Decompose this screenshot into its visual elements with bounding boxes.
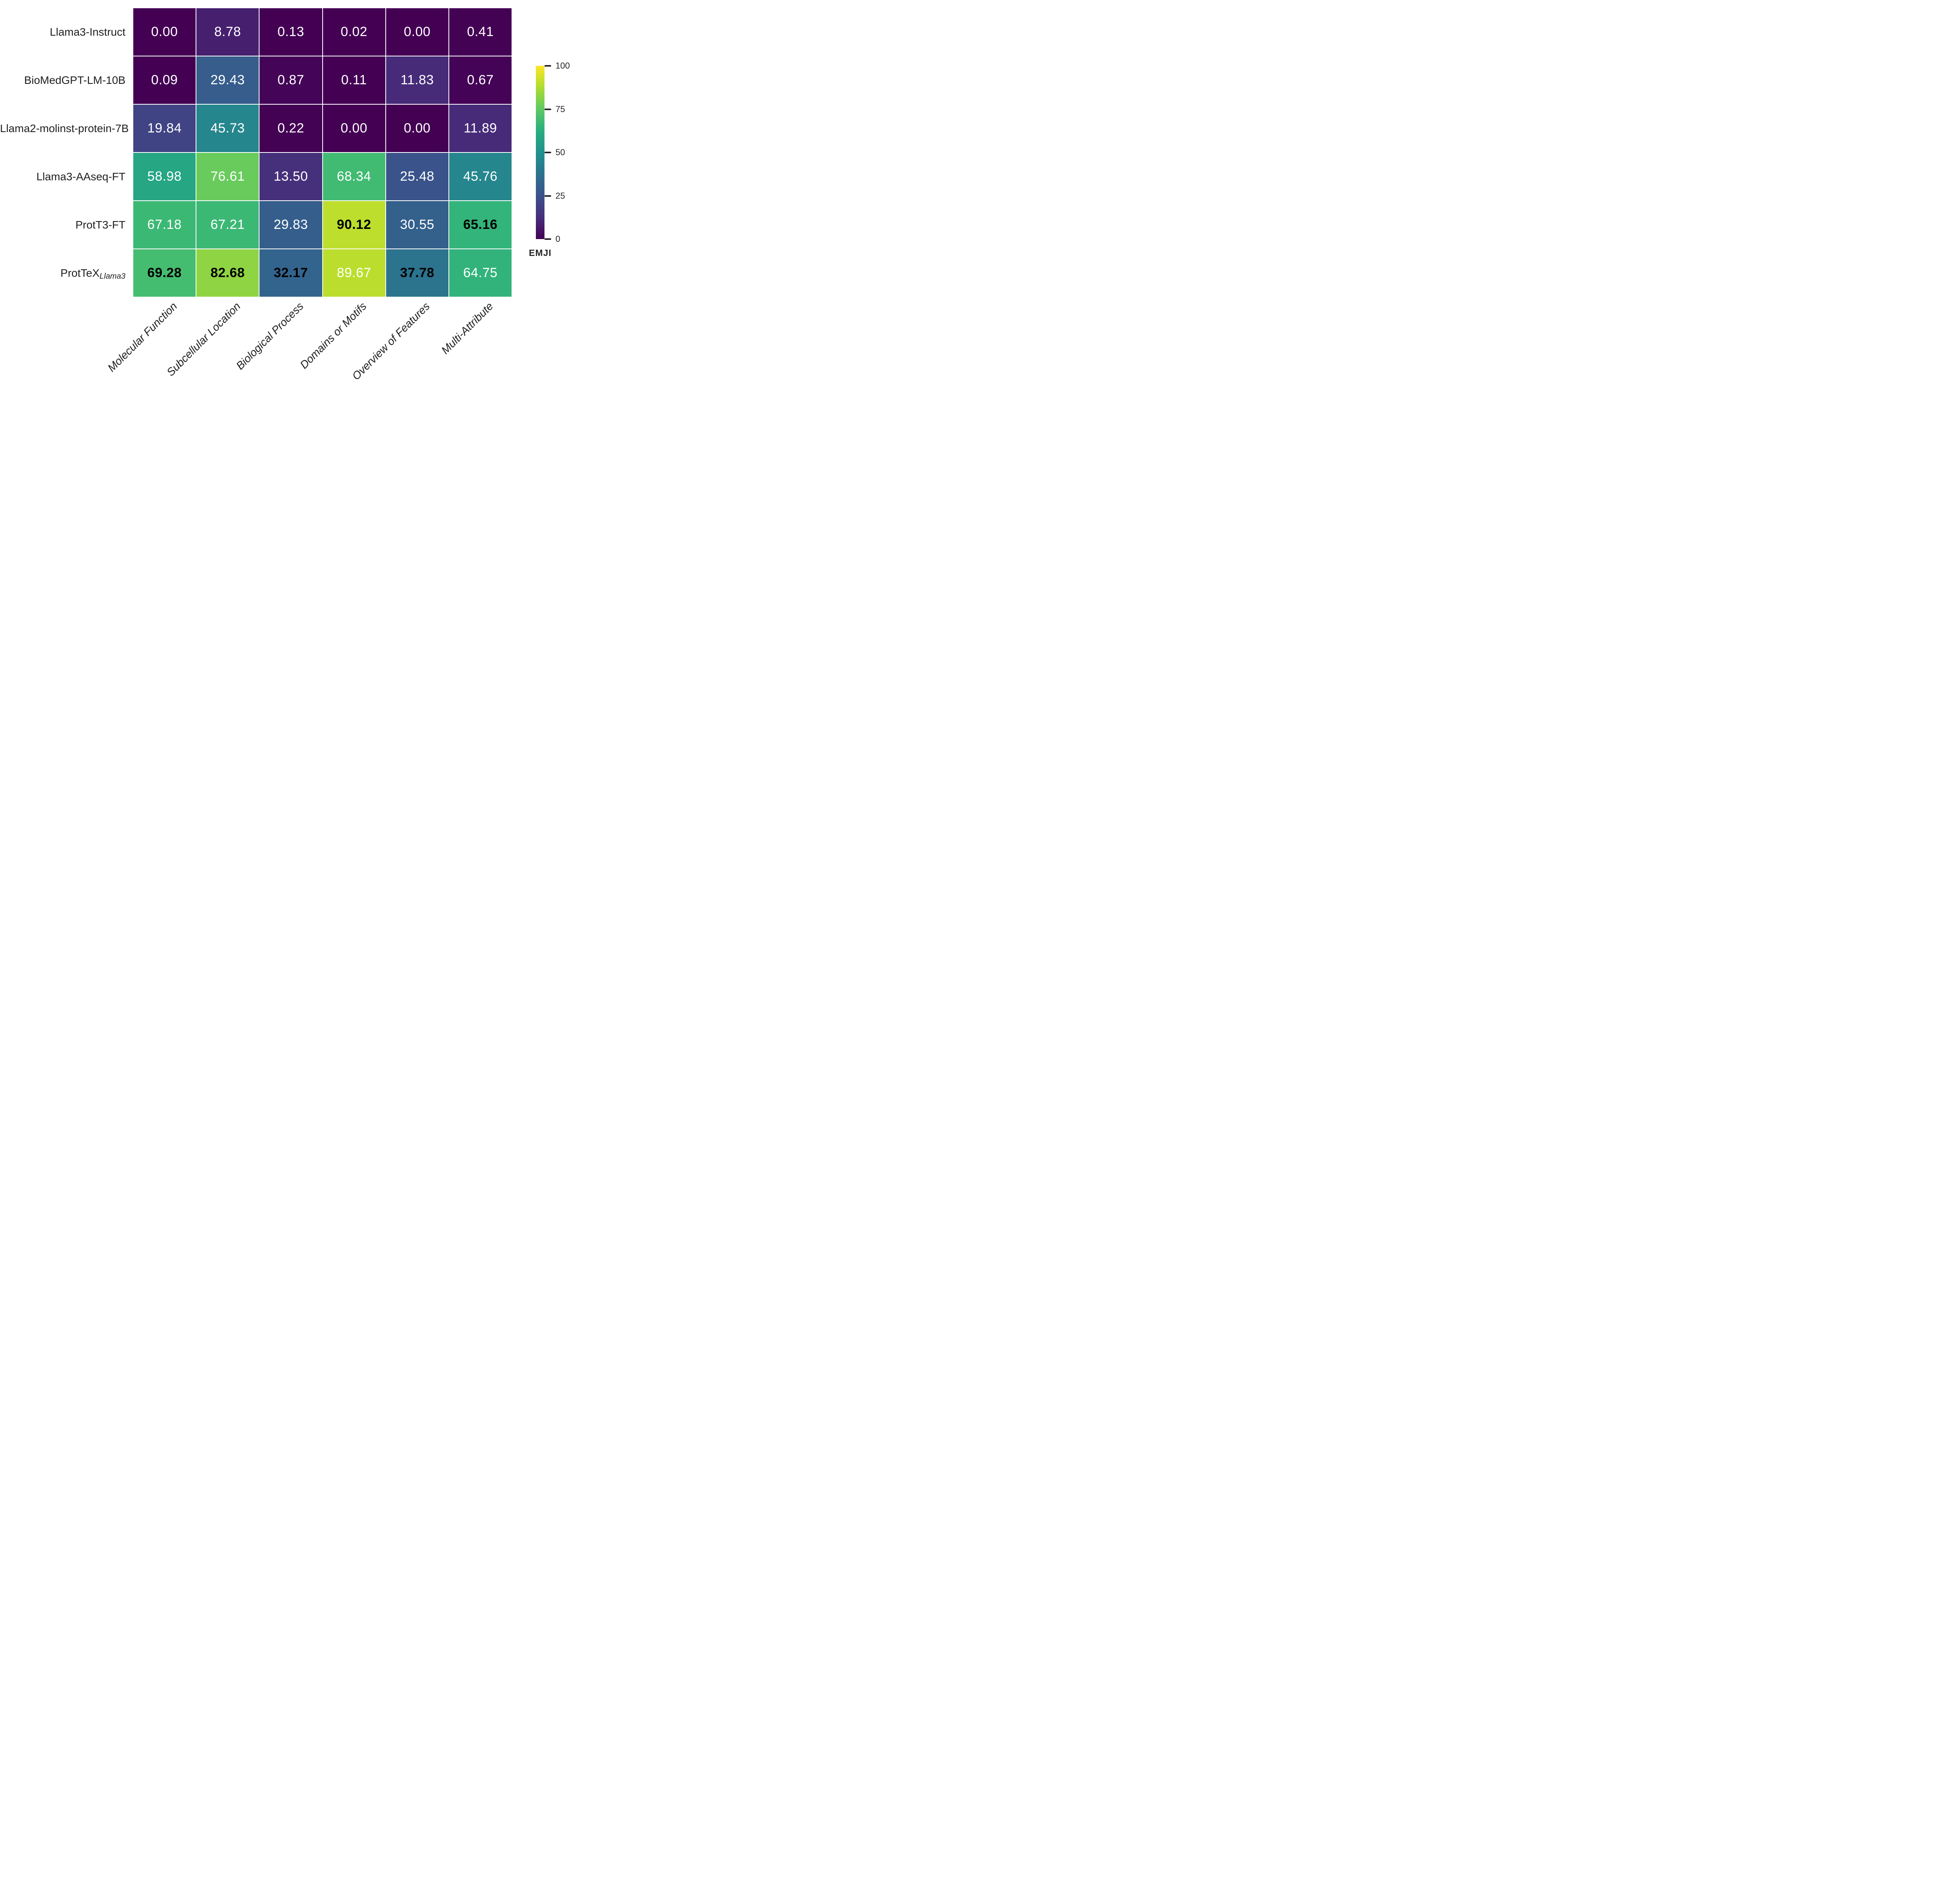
column-label: Molecular Function [105,300,180,374]
heatmap-cell: 0.00 [386,8,448,56]
cell-value: 8.78 [214,24,241,39]
cell-value: 64.75 [463,265,498,280]
cell-value: 67.21 [210,217,245,232]
cell-value: 0.00 [404,24,431,39]
row-label: BioMedGPT-LM-10B [24,74,125,86]
cell-value: 65.16 [463,217,498,232]
heatmap-cell: 0.00 [133,8,196,56]
row-label: ProtTeXLlama3 [60,267,125,281]
heatmap-cell: 69.28 [133,249,196,297]
colorbar-tick-label: 100 [555,61,570,71]
heatmap-cell: 45.73 [196,105,259,152]
heatmap-cell: 65.16 [449,201,512,248]
cell-value: 0.41 [467,24,494,39]
cell-value: 90.12 [337,217,371,232]
colorbar-tick-label: 0 [555,234,561,244]
cell-value: 30.55 [400,217,435,232]
cell-value: 67.18 [147,217,182,232]
colorbar-gradient [536,66,544,239]
heatmap-cell: 67.18 [133,201,196,248]
column-label: Domains or Motifs [298,300,369,371]
row-label-subscript: Llama3 [99,272,125,281]
cell-value: 58.98 [147,169,182,184]
colorbar-tick [544,152,551,153]
heatmap-cell: 68.34 [323,153,385,200]
cell-value: 68.34 [337,169,371,184]
colorbar-title: EMJI [529,248,552,258]
heatmap-cell: 0.87 [260,56,322,104]
heatmap-cell: 29.43 [196,56,259,104]
heatmap-cell: 76.61 [196,153,259,200]
heatmap-cell: 37.78 [386,249,448,297]
heatmap-cell: 13.50 [260,153,322,200]
heatmap-cell: 45.76 [449,153,512,200]
heatmap-cell: 11.89 [449,105,512,152]
heatmap-cell: 0.11 [323,56,385,104]
heatmap-cell: 58.98 [133,153,196,200]
heatmap-cell: 0.41 [449,8,512,56]
cell-value: 19.84 [147,121,182,136]
heatmap-cell: 11.83 [386,56,448,104]
column-label: Subcellular Location [164,300,243,379]
heatmap-cell: 0.00 [386,105,448,152]
heatmap-cell: 89.67 [323,249,385,297]
heatmap-cell: 0.00 [323,105,385,152]
heatmap-cell: 0.02 [323,8,385,56]
cell-value: 13.50 [274,169,308,184]
heatmap-figure: 0.00 8.78 0.13 0.02 0.00 0.41 0.09 29.43 0.87 0.1… [0,0,577,379]
cell-value: 0.09 [151,73,178,87]
cell-value: 11.89 [463,121,497,136]
heatmap-cell: 32.17 [260,249,322,297]
row-label: Llama2-molinst-protein-7B [0,122,129,134]
row-label: Llama3-Instruct [50,25,125,38]
heatmap-cell: 0.22 [260,105,322,152]
colorbar-tick [544,65,551,67]
cell-value: 0.00 [151,24,178,39]
cell-value: 45.73 [210,121,245,136]
heatmap-cell: 0.67 [449,56,512,104]
column-label: Multi-Attribute [439,300,495,357]
row-label: Llama3-AAseq-FT [36,170,125,183]
heatmap-cell: 82.68 [196,249,259,297]
cell-value: 29.43 [210,73,245,87]
cell-value: 0.22 [277,121,304,136]
cell-value: 0.11 [341,73,367,87]
heatmap-cell: 19.84 [133,105,196,152]
cell-value: 76.61 [210,169,245,184]
cell-value: 0.13 [277,24,304,39]
column-label: Biological Process [234,300,306,372]
cell-value: 37.78 [400,265,435,280]
cell-value: 0.00 [404,121,431,136]
cell-value: 0.87 [277,73,304,87]
heatmap-cell: 0.13 [260,8,322,56]
heatmap-cell: 30.55 [386,201,448,248]
row-label: ProtT3-FT [75,218,125,231]
cell-value: 82.68 [210,265,245,280]
cell-value: 29.83 [274,217,308,232]
colorbar-tick-label: 25 [555,190,565,201]
cell-value: 25.48 [400,169,435,184]
cell-value: 11.83 [400,73,434,87]
cell-value: 69.28 [147,265,182,280]
colorbar-tick-label: 75 [555,104,565,114]
heatmap-cell: 8.78 [196,8,259,56]
colorbar-tick [544,195,551,197]
heatmap-grid: 0.00 8.78 0.13 0.02 0.00 0.41 0.09 29.43 0.87 0.1… [133,8,512,297]
heatmap-cell: 0.09 [133,56,196,104]
heatmap-cell: 64.75 [449,249,512,297]
heatmap-cell: 67.21 [196,201,259,248]
colorbar-tick [544,238,551,240]
cell-value: 0.00 [340,121,368,136]
heatmap-cell: 25.48 [386,153,448,200]
heatmap-cell: 29.83 [260,201,322,248]
colorbar-tick [544,108,551,110]
colorbar-tick-label: 50 [555,147,565,157]
cell-value: 0.02 [340,24,368,39]
heatmap-cell: 90.12 [323,201,385,248]
cell-value: 89.67 [337,265,371,280]
cell-value: 32.17 [274,265,308,280]
cell-value: 45.76 [463,169,498,184]
cell-value: 0.67 [467,73,494,87]
